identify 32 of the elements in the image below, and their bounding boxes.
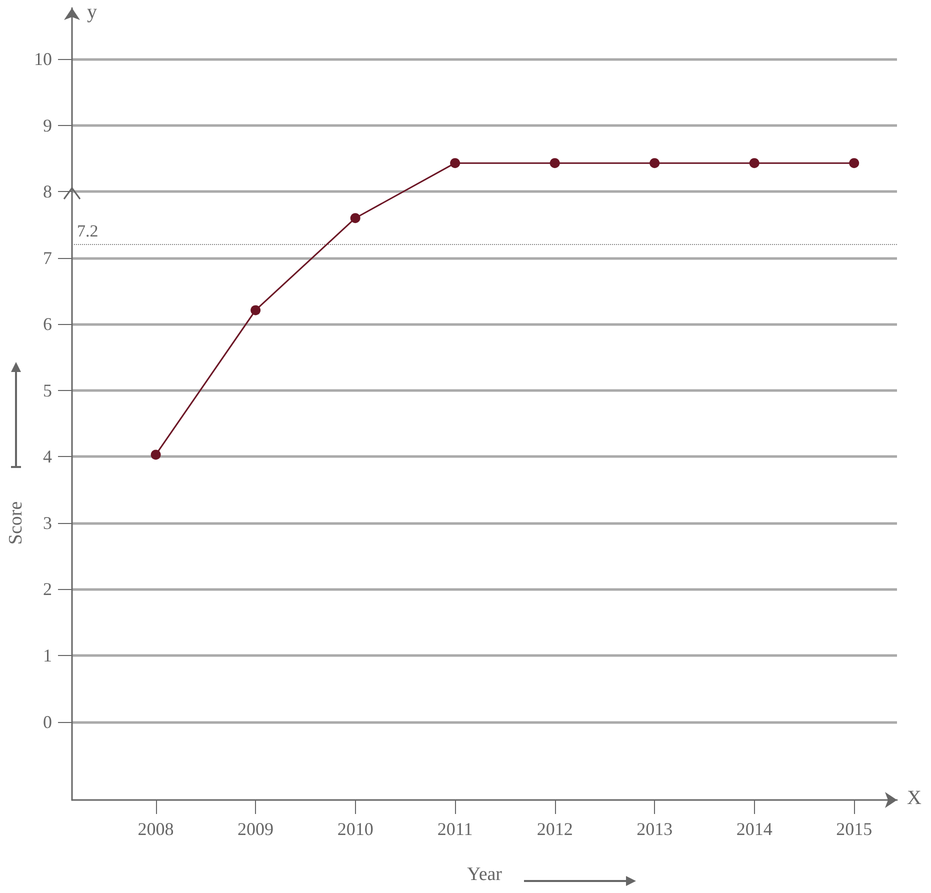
- point: [150, 450, 161, 460]
- y-tick-label: 3: [43, 512, 52, 533]
- y-tick-label: 5: [43, 380, 52, 400]
- x-tick-label: 2011: [437, 819, 473, 839]
- x-tick-label: 2013: [636, 819, 673, 839]
- x-tick-label: 2008: [138, 819, 174, 839]
- point: [550, 158, 560, 168]
- y-tick-label: 6: [43, 314, 52, 334]
- y-tick-label: 2: [43, 579, 52, 600]
- x-tick-label: 2010: [337, 819, 374, 839]
- x-tick-label: 2015: [836, 819, 872, 839]
- annotation: y: [87, 1, 97, 23]
- point: [250, 305, 261, 316]
- point: [849, 158, 860, 168]
- point: [450, 158, 460, 168]
- x-tick-label: 2014: [736, 819, 772, 839]
- y-tick-label: 10: [34, 49, 52, 70]
- x-tick-label: 2009: [238, 819, 274, 839]
- y-tick-label: 8: [43, 182, 52, 202]
- x-axis-title: Year: [466, 864, 503, 885]
- ref-line-label: 7.2: [77, 222, 98, 241]
- x-tick-label: 2012: [536, 819, 573, 839]
- y-tick-label: 7: [43, 248, 52, 268]
- text: X: [907, 787, 922, 809]
- y-tick-label: 1: [43, 646, 52, 666]
- point: [650, 158, 660, 168]
- y-axis-title: Score: [6, 501, 26, 545]
- y-tick-label: 9: [43, 115, 52, 136]
- y-tick-label: 4: [43, 446, 52, 467]
- point: [350, 213, 360, 224]
- point: [749, 158, 760, 168]
- y-tick-label: 0: [43, 712, 52, 732]
